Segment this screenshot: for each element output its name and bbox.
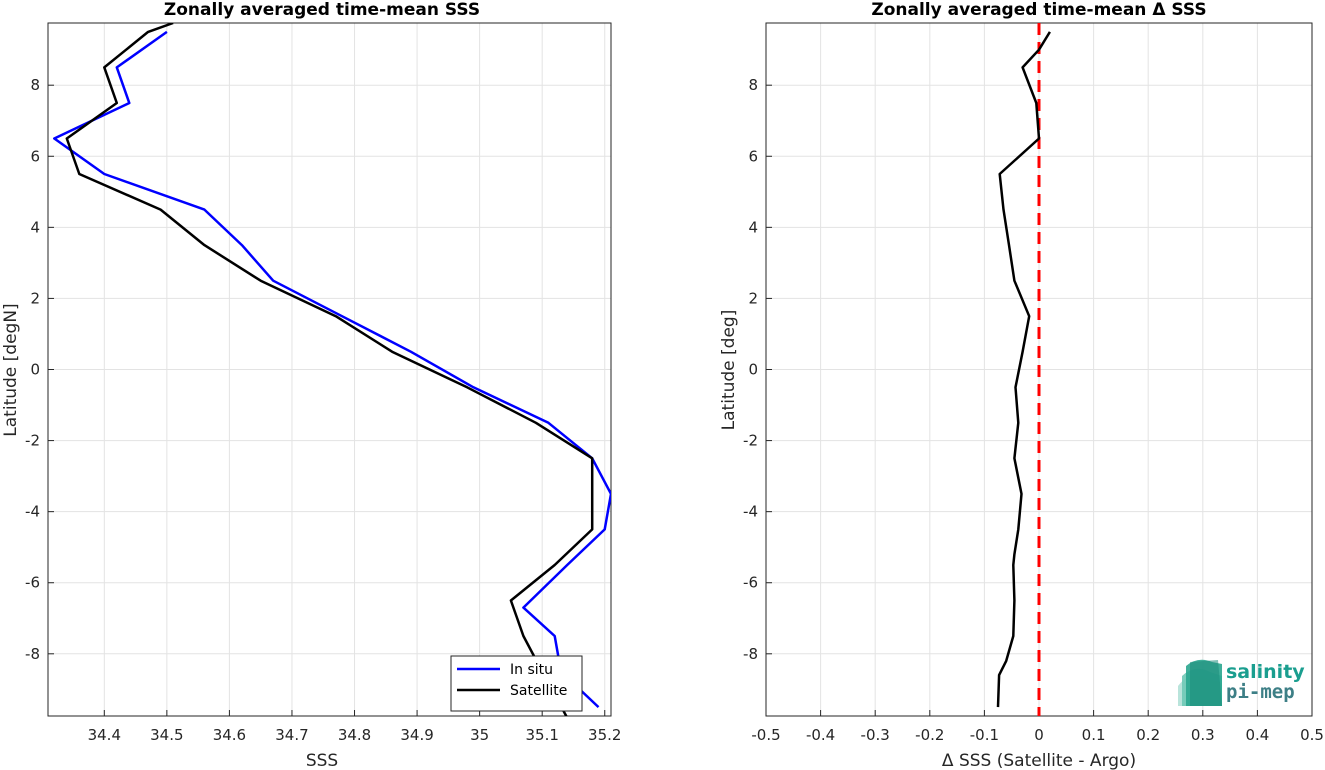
legend-box <box>450 655 583 712</box>
series-line-in-situ <box>53 30 611 709</box>
x-tick-label: 35.1 <box>525 726 558 744</box>
y-axis-label-right: Latitude [deg] <box>719 310 739 431</box>
y-tick-label: 0 <box>748 361 758 379</box>
y-tick-label: -2 <box>743 432 758 450</box>
legend: In situ Satellite <box>450 655 583 712</box>
legend-label-in-situ: In situ <box>510 662 553 678</box>
x-tick-label: 34.7 <box>275 726 308 744</box>
tick-labels-right: -0.5 -0.4 -0.3 -0.2 -0.1 0 0.1 0.2 0.3 0.4 0.5 -8 -6… <box>743 76 1324 744</box>
y-tick-label: -2 <box>25 432 40 450</box>
chart-title-right: Zonally averaged time-mean Δ SSS <box>871 0 1206 20</box>
x-tick-label: -0.5 <box>751 726 780 744</box>
grid-left <box>48 23 611 716</box>
salinity-pi-mep-logo: salinity pi-mep <box>1178 659 1305 706</box>
logo-text-pi-mep: pi-mep <box>1226 681 1295 703</box>
x-axis-label-right: Δ SSS (Satellite - Argo) <box>942 751 1136 770</box>
x-tick-label: 0.4 <box>1245 726 1269 744</box>
y-tick-label: -4 <box>25 503 40 521</box>
x-tick-label: 34.8 <box>338 726 371 744</box>
logo-waves-icon <box>1178 659 1222 706</box>
axes-frame-left <box>47 22 612 717</box>
x-tick-label: -0.3 <box>861 726 890 744</box>
x-tick-label: 0 <box>1034 726 1044 744</box>
x-tick-label: 34.6 <box>213 726 246 744</box>
y-tick-label: 6 <box>748 147 758 165</box>
y-tick-label: -6 <box>743 574 758 592</box>
series-lines-right <box>996 23 1051 716</box>
x-tick-label: 35 <box>470 726 489 744</box>
y-tick-label: 4 <box>748 218 758 236</box>
series-line-satellite <box>65 23 594 716</box>
y-tick-label: -4 <box>743 503 758 521</box>
x-tick-label: 0.1 <box>1082 726 1106 744</box>
y-tick-label: 4 <box>30 218 40 236</box>
x-tick-label: 34.4 <box>88 726 121 744</box>
y-tick-label: -6 <box>25 574 40 592</box>
y-tick-label: -8 <box>25 645 40 663</box>
y-tick-label: 8 <box>748 76 758 94</box>
chart-title-left: Zonally averaged time-mean SSS <box>164 0 480 20</box>
y-tick-label: 2 <box>30 289 40 307</box>
y-tick-label: 8 <box>30 76 40 94</box>
x-tick-label: -0.2 <box>915 726 944 744</box>
x-tick-label: -0.1 <box>970 726 999 744</box>
y-tick-label: -8 <box>743 645 758 663</box>
x-axis-label-left: SSS <box>306 751 338 770</box>
x-tick-label: 0.3 <box>1191 726 1215 744</box>
x-tick-label: 34.5 <box>150 726 183 744</box>
x-tick-label: -0.4 <box>806 726 835 744</box>
x-tick-label: 35.2 <box>588 726 621 744</box>
logo-text-salinity: salinity <box>1226 661 1305 683</box>
x-tick-label: 0.2 <box>1136 726 1160 744</box>
series-lines-left <box>53 23 611 716</box>
tick-labels-left: 34.4 34.5 34.6 34.7 34.8 34.9 35 35.1 35.2 -8 -6 -4… <box>25 76 621 744</box>
series-line-delta <box>996 31 1051 708</box>
x-tick-label: 0.5 <box>1300 726 1324 744</box>
sss-profile-panel: 34.4 34.5 34.6 34.7 34.8 34.9 35 35.1 35.2 -8 -6 -4… <box>1 0 621 770</box>
y-tick-label: 6 <box>30 147 40 165</box>
y-axis-label-left: Latitude [degN] <box>1 303 21 436</box>
y-tick-label: 0 <box>30 361 40 379</box>
y-tick-label: 2 <box>748 289 758 307</box>
legend-label-satellite: Satellite <box>510 683 567 699</box>
x-tick-label: 34.9 <box>400 726 433 744</box>
delta-sss-panel: -0.5 -0.4 -0.3 -0.2 -0.1 0 0.1 0.2 0.3 0.4 0.5 -8 -6… <box>719 0 1324 770</box>
